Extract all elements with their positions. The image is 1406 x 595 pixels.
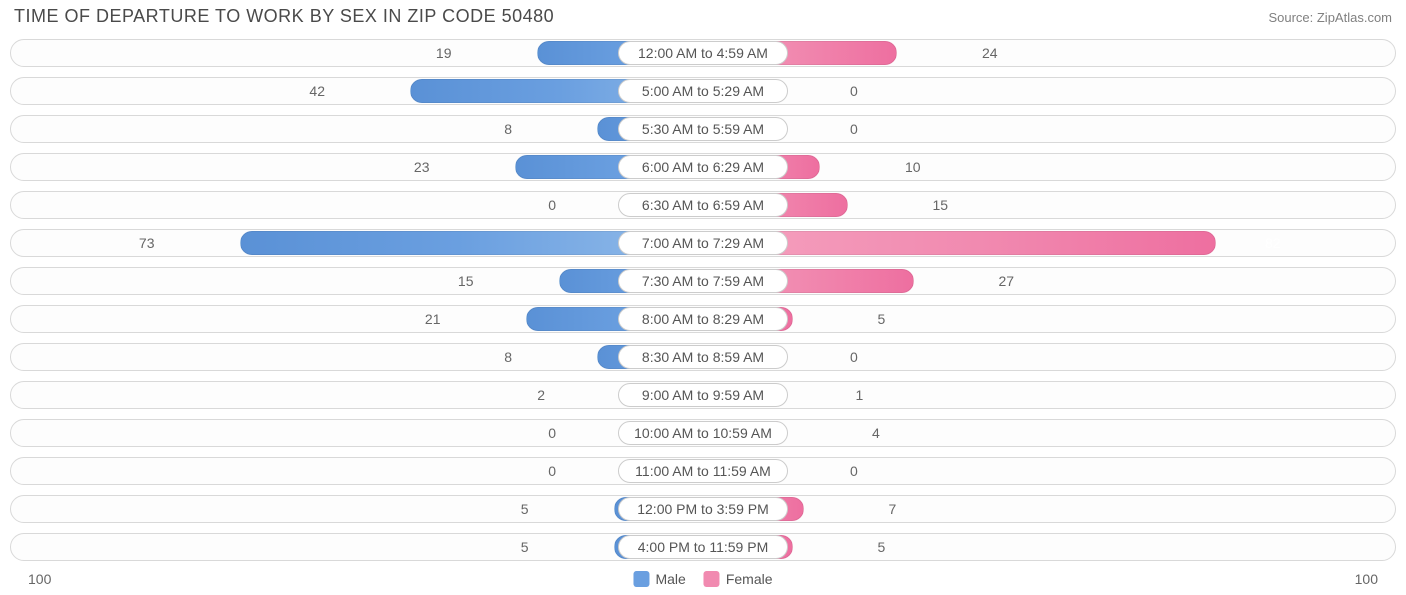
- female-value: 0: [844, 453, 864, 489]
- time-range-label: 11:00 AM to 11:59 AM: [618, 459, 788, 483]
- time-range-label: 5:00 AM to 5:29 AM: [618, 79, 788, 103]
- chart-row: 12:00 PM to 3:59 PM 5 7: [10, 491, 1396, 527]
- chart-row: 5:30 AM to 5:59 AM 8 0: [10, 111, 1396, 147]
- time-range-label: 6:00 AM to 6:29 AM: [618, 155, 788, 179]
- axis-max-left: 100: [28, 571, 51, 587]
- chart-row: 4:00 PM to 11:59 PM 5 5: [10, 529, 1396, 565]
- chart-footer: 100 Male Female 100: [10, 569, 1396, 595]
- male-value: 8: [498, 339, 518, 375]
- chart-title: TIME OF DEPARTURE TO WORK BY SEX IN ZIP …: [14, 6, 554, 27]
- male-value: 8: [498, 111, 518, 147]
- chart-row: 11:00 AM to 11:59 AM 0 0: [10, 453, 1396, 489]
- chart-row: 8:00 AM to 8:29 AM 21 5: [10, 301, 1396, 337]
- legend-male-label: Male: [655, 571, 685, 587]
- male-value: 73: [133, 225, 161, 261]
- chart-row: 6:30 AM to 6:59 AM 0 15: [10, 187, 1396, 223]
- female-value: 4: [866, 415, 886, 451]
- male-value: 19: [430, 35, 458, 71]
- male-value: 0: [542, 453, 562, 489]
- female-value: 5: [872, 529, 892, 565]
- female-value: 0: [844, 339, 864, 375]
- legend-female-label: Female: [726, 571, 773, 587]
- diverging-bar-chart: 12:00 AM to 4:59 AM19245:00 AM to 5:29 A…: [10, 35, 1396, 565]
- female-value: 10: [899, 149, 927, 185]
- legend-female: Female: [704, 571, 773, 587]
- male-value: 5: [515, 491, 535, 527]
- female-value: 0: [844, 73, 864, 109]
- female-value: 1: [850, 377, 870, 413]
- time-range-label: 12:00 AM to 4:59 AM: [618, 41, 788, 65]
- time-range-label: 4:00 PM to 11:59 PM: [618, 535, 788, 559]
- female-value: 15: [927, 187, 955, 223]
- time-range-label: 7:30 AM to 7:59 AM: [618, 269, 788, 293]
- time-range-label: 6:30 AM to 6:59 AM: [618, 193, 788, 217]
- male-swatch-icon: [633, 571, 649, 587]
- female-value: 7: [883, 491, 903, 527]
- legend: Male Female: [633, 571, 772, 587]
- male-value: 0: [542, 415, 562, 451]
- male-value: 15: [452, 263, 480, 299]
- male-value: 0: [542, 187, 562, 223]
- female-swatch-icon: [704, 571, 720, 587]
- chart-row: 9:00 AM to 9:59 AM 2 1: [10, 377, 1396, 413]
- axis-max-right: 100: [1355, 571, 1378, 587]
- chart-row: 6:00 AM to 6:29 AM 23 10: [10, 149, 1396, 185]
- time-range-label: 12:00 PM to 3:59 PM: [618, 497, 788, 521]
- male-value: 42: [303, 73, 331, 109]
- chart-source: Source: ZipAtlas.com: [1268, 10, 1392, 25]
- chart-row: 7:00 AM to 7:29 AM 73 82: [10, 225, 1396, 261]
- male-value: 2: [531, 377, 551, 413]
- legend-male: Male: [633, 571, 685, 587]
- time-range-label: 10:00 AM to 10:59 AM: [618, 421, 788, 445]
- chart-row: 10:00 AM to 10:59 AM 0 4: [10, 415, 1396, 451]
- time-range-label: 7:00 AM to 7:29 AM: [618, 231, 788, 255]
- chart-header: TIME OF DEPARTURE TO WORK BY SEX IN ZIP …: [10, 6, 1396, 35]
- female-value: 27: [993, 263, 1021, 299]
- chart-row: 8:30 AM to 8:59 AM 8 0: [10, 339, 1396, 375]
- time-range-label: 8:00 AM to 8:29 AM: [618, 307, 788, 331]
- time-range-label: 8:30 AM to 8:59 AM: [618, 345, 788, 369]
- female-value: 82: [1259, 225, 1287, 261]
- female-value: 5: [872, 301, 892, 337]
- time-range-label: 9:00 AM to 9:59 AM: [618, 383, 788, 407]
- male-value: 21: [419, 301, 447, 337]
- chart-row: 5:00 AM to 5:29 AM 42 0: [10, 73, 1396, 109]
- chart-row: 7:30 AM to 7:59 AM 15 27: [10, 263, 1396, 299]
- male-value: 23: [408, 149, 436, 185]
- time-range-label: 5:30 AM to 5:59 AM: [618, 117, 788, 141]
- female-value: 0: [844, 111, 864, 147]
- female-value: 24: [976, 35, 1004, 71]
- male-value: 5: [515, 529, 535, 565]
- chart-row: 12:00 AM to 4:59 AM 19 24: [10, 35, 1396, 71]
